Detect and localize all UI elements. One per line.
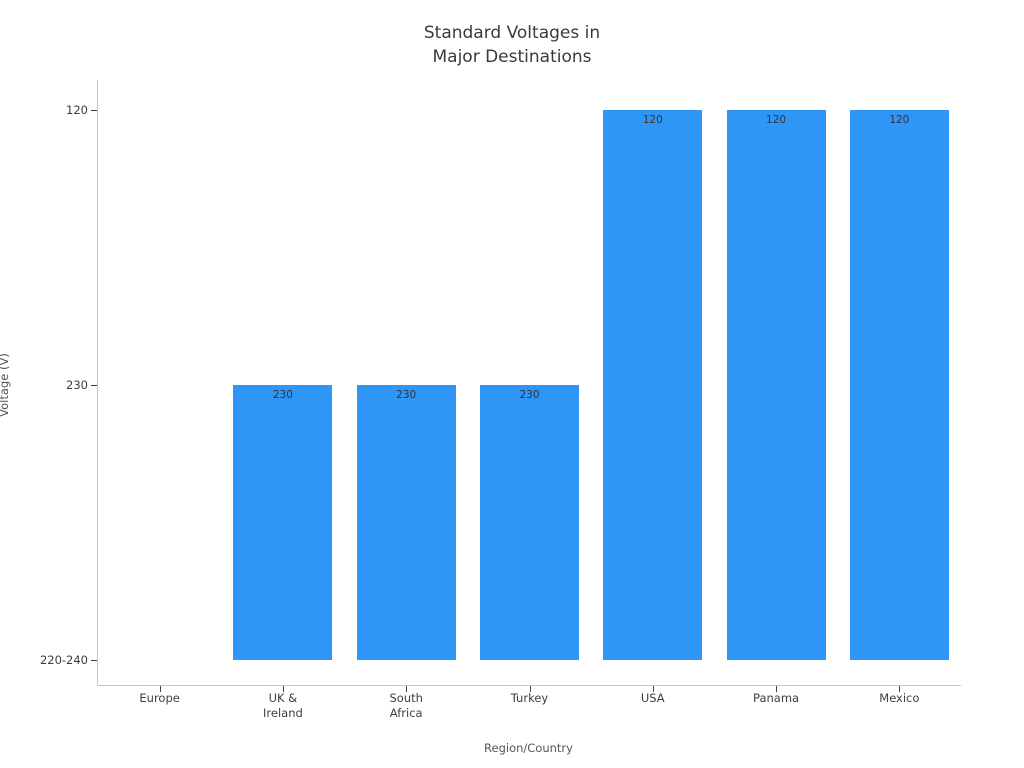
x-tick-label: UK & Ireland: [263, 691, 303, 720]
x-tick-mark: [282, 686, 284, 692]
bar: 230: [480, 385, 579, 660]
x-tick-label: Mexico: [879, 691, 920, 705]
x-tick-mark: [899, 686, 901, 692]
bar-value-label: 230: [272, 389, 293, 401]
x-tick-mark: [776, 686, 778, 692]
bar-value-label: 230: [519, 389, 540, 401]
bar-value-label: 120: [766, 114, 787, 126]
x-tick-label: Panama: [753, 691, 800, 705]
x-tick-label: Europe: [139, 691, 180, 705]
y-tick-mark: [91, 385, 97, 386]
y-tick-mark: [91, 660, 97, 661]
bar: 230: [356, 385, 456, 660]
chart-title: Standard Voltages in Major Destinations: [423, 23, 601, 67]
y-tick-label: 120: [66, 103, 88, 117]
x-tick-label: USA: [640, 691, 665, 705]
x-tick-mark: [159, 686, 161, 692]
bar: 120: [726, 110, 826, 660]
bar: 120: [849, 110, 949, 660]
x-tick-label: Turkey: [510, 691, 549, 705]
x-tick-mark: [406, 686, 408, 692]
y-tick-mark: [91, 110, 97, 111]
y-tick-label: 220-240: [39, 653, 88, 667]
x-tick-mark: [529, 686, 531, 692]
bar-value-label: 230: [396, 389, 417, 401]
bar-value-label: 120: [642, 114, 663, 126]
y-tick-label: 230: [66, 378, 88, 392]
x-tick-label: South Africa: [389, 691, 423, 720]
x-tick-mark: [652, 686, 654, 692]
plot-area: 220-240 230 120 Europe UK & Ireland 230 South …: [40, 80, 961, 720]
x-axis-label: Region/Country: [484, 741, 573, 755]
bar: 120: [603, 110, 703, 660]
y-axis-label: Voltage (V): [0, 353, 11, 417]
bar: 230: [233, 385, 333, 660]
bar-value-label: 120: [889, 114, 910, 126]
